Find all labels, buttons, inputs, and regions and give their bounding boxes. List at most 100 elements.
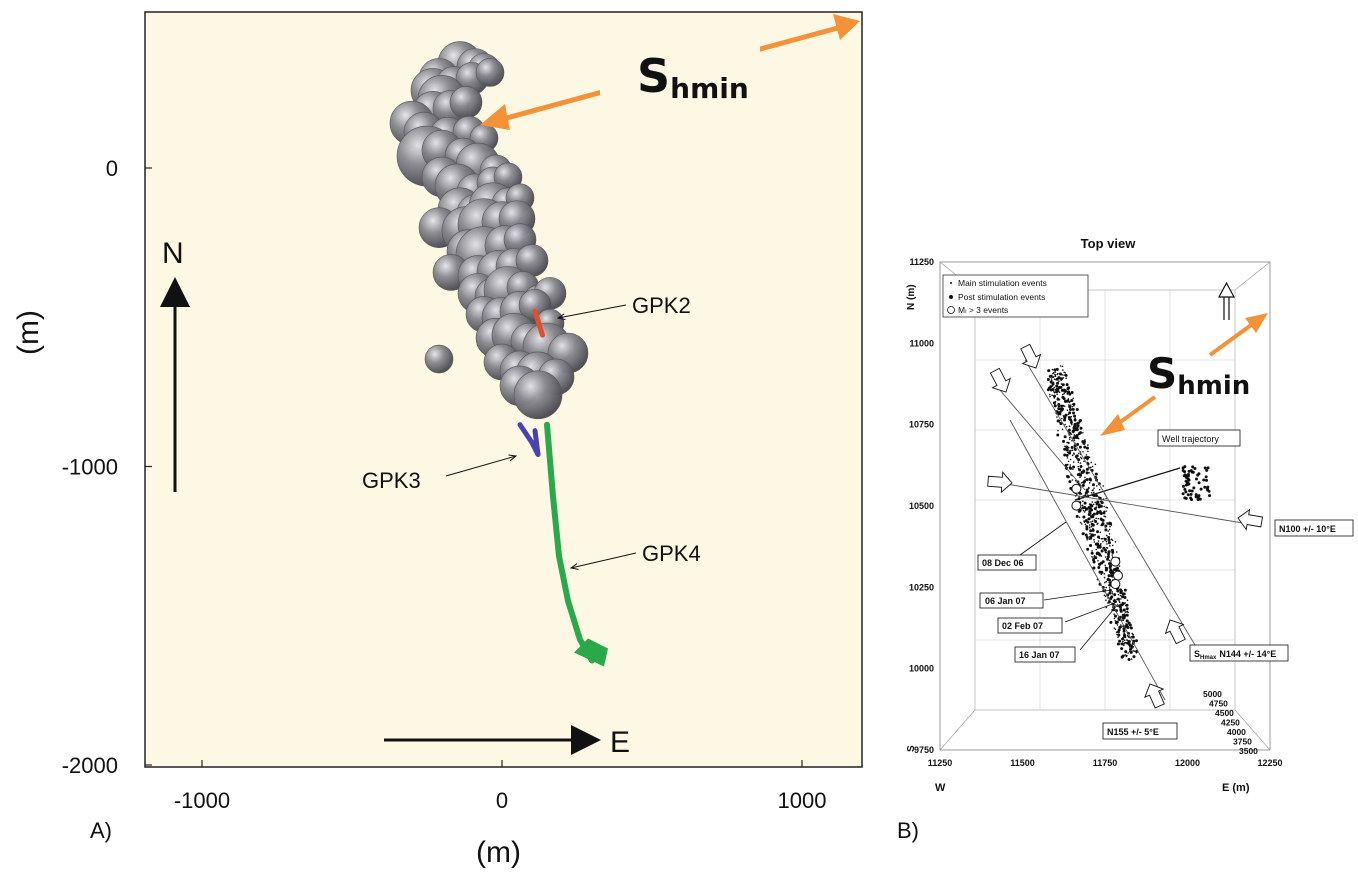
main-stim-event: [1072, 397, 1075, 400]
main-stim-event: [1054, 371, 1057, 373]
main-stim-event: [1104, 526, 1107, 528]
post-stim-event: [1089, 544, 1093, 548]
post-stim-event: [1116, 589, 1120, 593]
main-stim-event: [1060, 379, 1063, 382]
post-stim-event: [1119, 603, 1123, 607]
post-stim-event: [1085, 535, 1089, 539]
main-stim-event: [1092, 527, 1094, 530]
hollow-arrow-shape: [987, 471, 1013, 494]
post-stim-event: [1068, 405, 1072, 409]
main-stim-event: [1100, 555, 1103, 557]
post-stim-event: [1109, 564, 1113, 568]
post-stim-event: [1091, 483, 1095, 487]
main-stim-event: [1105, 540, 1108, 543]
main-stim-event: [1091, 555, 1093, 558]
y-tick-label: 11000: [909, 338, 934, 348]
main-stim-event: [1058, 385, 1061, 388]
main-stim-event: [1055, 390, 1057, 393]
post-stim-event: [1187, 469, 1191, 473]
hollow-arrow: [987, 471, 1013, 494]
post-stim-event: [1085, 527, 1089, 531]
hollow-arrow: [1144, 683, 1165, 709]
post-stim-event: [1061, 395, 1065, 399]
post-stim-event: [1063, 399, 1067, 403]
post-stim-event: [1076, 421, 1080, 425]
panel-b-title: Top view: [1081, 236, 1137, 251]
panel-a-tick-labels: -1000 0 1000 0 -1000 -2000: [62, 156, 827, 813]
depth-tick-label: 4500: [1215, 708, 1234, 718]
main-stim-event: [1060, 383, 1063, 385]
main-stim-event: [1102, 540, 1104, 543]
main-stim-event: [1064, 445, 1066, 448]
main-stim-event: [1110, 524, 1113, 526]
hollow-arrow-shape: [989, 367, 1011, 393]
main-stim-event: [1093, 487, 1095, 489]
post-stim-event: [1078, 419, 1082, 423]
post-stim-event: [1096, 500, 1100, 504]
post-stim-event: [1085, 471, 1089, 475]
post-stim-event: [1194, 493, 1198, 497]
post-stim-event: [1208, 494, 1212, 498]
post-stim-event: [1107, 550, 1111, 554]
main-stim-event: [1090, 521, 1092, 523]
main-stim-event: [1106, 543, 1108, 545]
post-stim-event: [1187, 478, 1191, 482]
post-stim-event: [1112, 599, 1116, 603]
hollow-arrow: [1020, 343, 1042, 369]
post-stim-event: [1097, 503, 1101, 507]
post-stim-event: [1109, 620, 1113, 624]
panel-b-legend: Main stimulation events Post stimulation…: [942, 274, 1089, 318]
panel-a-seismic-events: [389, 41, 589, 420]
post-stim-event: [1106, 555, 1110, 559]
main-stim-event: [1113, 627, 1116, 629]
main-stim-event: [1097, 544, 1099, 546]
post-stim-event: [1095, 512, 1099, 516]
post-stim-event: [1078, 468, 1082, 472]
post-stim-event: [1068, 408, 1072, 412]
post-stim-event: [1194, 477, 1198, 481]
post-stim-event: [1108, 521, 1112, 525]
post-stim-event: [1073, 424, 1077, 428]
post-stim-event: [1101, 522, 1105, 526]
main-stim-event: [1088, 526, 1091, 529]
main-stim-event: [1127, 611, 1129, 614]
hollow-arrow-shape: [1144, 683, 1165, 709]
main-stim-event: [1064, 423, 1066, 426]
main-stim-event: [1120, 616, 1123, 618]
post-stim-event: [1118, 625, 1122, 629]
post-stim-event: [1075, 407, 1079, 411]
main-stim-event: [1057, 372, 1059, 375]
post-stim-event: [1205, 468, 1209, 472]
post-stim-event: [1132, 655, 1136, 659]
main-stim-event: [1066, 457, 1069, 459]
panel-b-north-arrow: [1217, 281, 1236, 320]
main-stim-event: [1078, 516, 1081, 519]
main-stim-event: [1106, 506, 1109, 509]
main-stim-event: [1127, 652, 1129, 654]
main-stim-event: [1102, 485, 1105, 487]
main-stim-event: [1122, 619, 1125, 622]
post-stim-event: [1183, 496, 1187, 500]
main-stim-event: [1084, 476, 1086, 479]
post-stim-event: [1056, 419, 1060, 423]
post-stim-event: [1063, 447, 1067, 451]
main-stim-event: [1080, 481, 1083, 484]
main-stim-event: [1093, 554, 1096, 557]
post-stim-event: [1058, 372, 1062, 376]
main-stim-event: [1067, 441, 1069, 444]
post-stim-event: [1057, 407, 1061, 411]
main-stim-event: [1063, 405, 1066, 408]
main-stim-event: [1116, 624, 1119, 626]
main-stim-event: [1095, 517, 1097, 520]
hollow-arrow: [1164, 619, 1186, 645]
post-stim-event: [1063, 389, 1067, 393]
main-stim-event: [1103, 505, 1105, 508]
main-stim-event: [1104, 581, 1106, 584]
post-stim-event: [1077, 509, 1081, 513]
main-stim-event: [1051, 394, 1053, 397]
post-stim-event: [1073, 414, 1077, 418]
main-stim-event: [1105, 497, 1107, 500]
main-stim-event: [1073, 439, 1076, 442]
main-stim-event: [1050, 379, 1053, 382]
